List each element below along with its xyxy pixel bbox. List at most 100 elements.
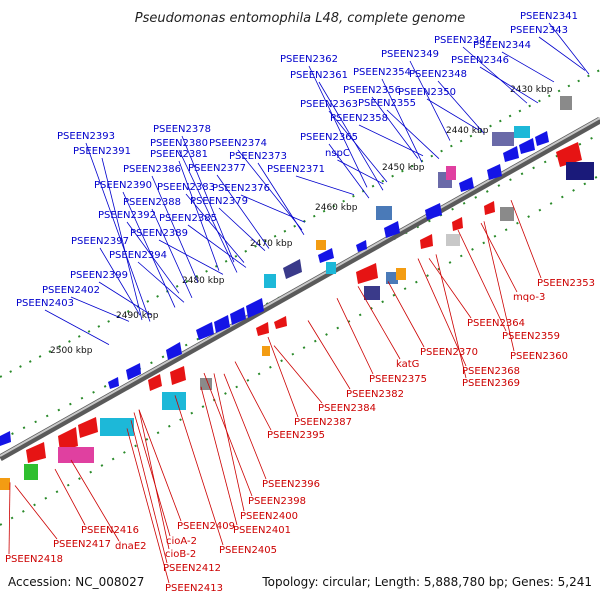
kbp-marker: 2440 kbp: [446, 126, 489, 136]
forward-gene: [384, 221, 400, 238]
gene-label[interactable]: cioA-2: [166, 536, 197, 547]
leader-line: [8, 482, 11, 555]
gene-label[interactable]: PSEEN2403: [16, 298, 74, 309]
reverse-gene: [420, 234, 433, 249]
reverse-gene-box: [0, 478, 10, 490]
gene-label[interactable]: PSEEN2356: [343, 85, 401, 96]
leader-line: [548, 22, 590, 75]
leader-line: [203, 372, 253, 497]
leader-line: [328, 143, 370, 199]
gene-label[interactable]: PSEEN2384: [318, 403, 376, 414]
leader-line: [137, 261, 185, 303]
gene-label[interactable]: PSEEN2386: [123, 164, 181, 175]
gene-label[interactable]: PSEEN2359: [502, 331, 560, 342]
reverse-gene: [356, 263, 378, 284]
kbp-marker: 2470 kbp: [250, 239, 293, 249]
gene-label[interactable]: nspC: [325, 148, 350, 159]
gene-label[interactable]: dnaE2: [115, 541, 147, 552]
gene-label[interactable]: PSEEN2383: [157, 182, 215, 193]
forward-gene: [318, 248, 334, 263]
gene-label[interactable]: PSEEN2378: [153, 124, 211, 135]
gene-label[interactable]: PSEEN2390: [94, 180, 152, 191]
gene-label[interactable]: PSEEN2344: [473, 40, 531, 51]
gene-label[interactable]: PSEEN2416: [81, 525, 139, 536]
gene-label[interactable]: PSEEN2392: [98, 210, 156, 221]
gene-label[interactable]: PSEEN2397: [71, 236, 129, 247]
leader-line: [381, 78, 423, 163]
gene-label[interactable]: PSEEN2368: [462, 366, 520, 377]
gene-label[interactable]: mqo-3: [513, 292, 545, 303]
gene-label[interactable]: PSEEN2396: [262, 479, 320, 490]
forward-gene: [246, 298, 264, 318]
gene-label[interactable]: PSEEN2341: [520, 11, 578, 22]
gene-label[interactable]: PSEEN2413: [165, 583, 223, 594]
gene-label[interactable]: PSEEN2370: [420, 347, 478, 358]
gene-label[interactable]: PSEEN2362: [280, 54, 338, 65]
leader-line: [223, 373, 267, 480]
forward-gene-box: [264, 274, 276, 288]
gene-label[interactable]: PSEEN2394: [109, 250, 167, 261]
leader-line: [428, 258, 472, 319]
gene-label[interactable]: PSEEN2377: [188, 163, 246, 174]
gene-label[interactable]: PSEEN2400: [240, 511, 298, 522]
gene-label[interactable]: PSEEN2361: [290, 70, 348, 81]
gene-label[interactable]: PSEEN2391: [73, 146, 131, 157]
gene-label[interactable]: PSEEN2380: [150, 138, 208, 149]
gene-label[interactable]: katG: [396, 359, 419, 370]
gene-label[interactable]: PSEEN2381: [150, 149, 208, 160]
gene-label[interactable]: PSEEN2374: [209, 138, 267, 149]
gene-label[interactable]: PSEEN2399: [70, 270, 128, 281]
leader-line: [318, 81, 384, 191]
leader-line: [358, 124, 424, 157]
gene-label[interactable]: PSEEN2350: [398, 87, 456, 98]
reverse-gene: [148, 374, 162, 391]
leader-line: [435, 254, 467, 379]
gene-label[interactable]: PSEEN2373: [229, 151, 287, 162]
gene-label[interactable]: PSEEN2347: [434, 35, 492, 46]
gene-label[interactable]: PSEEN2387: [294, 417, 352, 428]
gene-label[interactable]: PSEEN2379: [190, 196, 248, 207]
leader-line: [14, 485, 58, 540]
gene-label[interactable]: PSEEN2376: [212, 183, 270, 194]
gene-label[interactable]: PSEEN2417: [53, 539, 111, 550]
gene-label[interactable]: PSEEN2382: [346, 389, 404, 400]
gene-label[interactable]: PSEEN2395: [267, 430, 325, 441]
gene-label[interactable]: PSEEN2365: [300, 132, 358, 143]
gene-label[interactable]: PSEEN2375: [369, 374, 427, 385]
gene-label[interactable]: PSEEN2389: [130, 228, 188, 239]
gene-label[interactable]: PSEEN2385: [159, 213, 217, 224]
gene-label[interactable]: PSEEN2360: [510, 351, 568, 362]
gene-label[interactable]: PSEEN2398: [248, 496, 306, 507]
gene-label[interactable]: PSEEN2355: [358, 98, 416, 109]
leader-line: [151, 175, 199, 283]
gene-label[interactable]: PSEEN2363: [300, 99, 358, 110]
gene-label[interactable]: PSEEN2409: [177, 521, 235, 532]
gene-label[interactable]: PSEEN2364: [467, 318, 525, 329]
gene-label[interactable]: PSEEN2354: [353, 67, 411, 78]
gene-label[interactable]: PSEEN2388: [123, 197, 181, 208]
forward-gene: [214, 315, 230, 333]
reverse-gene-box: [446, 234, 460, 246]
forward-gene: [356, 240, 367, 252]
leader-line: [386, 109, 440, 160]
leader-line: [257, 162, 305, 235]
gene-label[interactable]: PSEEN2358: [330, 113, 388, 124]
gene-label[interactable]: PSEEN2343: [510, 25, 568, 36]
gene-label[interactable]: PSEEN2369: [462, 378, 520, 389]
forward-gene-box: [514, 126, 530, 138]
gene-label[interactable]: PSEEN2402: [42, 285, 100, 296]
gene-label[interactable]: PSEEN2401: [233, 525, 291, 536]
gene-label[interactable]: PSEEN2412: [163, 563, 221, 574]
gene-label[interactable]: PSEEN2346: [451, 55, 509, 66]
gene-label[interactable]: PSEEN2353: [537, 278, 595, 289]
gene-label[interactable]: PSEEN2393: [57, 131, 115, 142]
gene-label[interactable]: PSEEN2418: [5, 554, 63, 565]
leader-line: [510, 199, 542, 279]
gene-label[interactable]: PSEEN2371: [267, 164, 325, 175]
leader-line: [240, 194, 306, 223]
gene-label[interactable]: PSEEN2348: [409, 69, 467, 80]
gene-label[interactable]: cioB-2: [165, 549, 196, 560]
gene-label[interactable]: PSEEN2349: [381, 49, 439, 60]
reverse-gene: [274, 316, 287, 329]
gene-label[interactable]: PSEEN2405: [219, 545, 277, 556]
